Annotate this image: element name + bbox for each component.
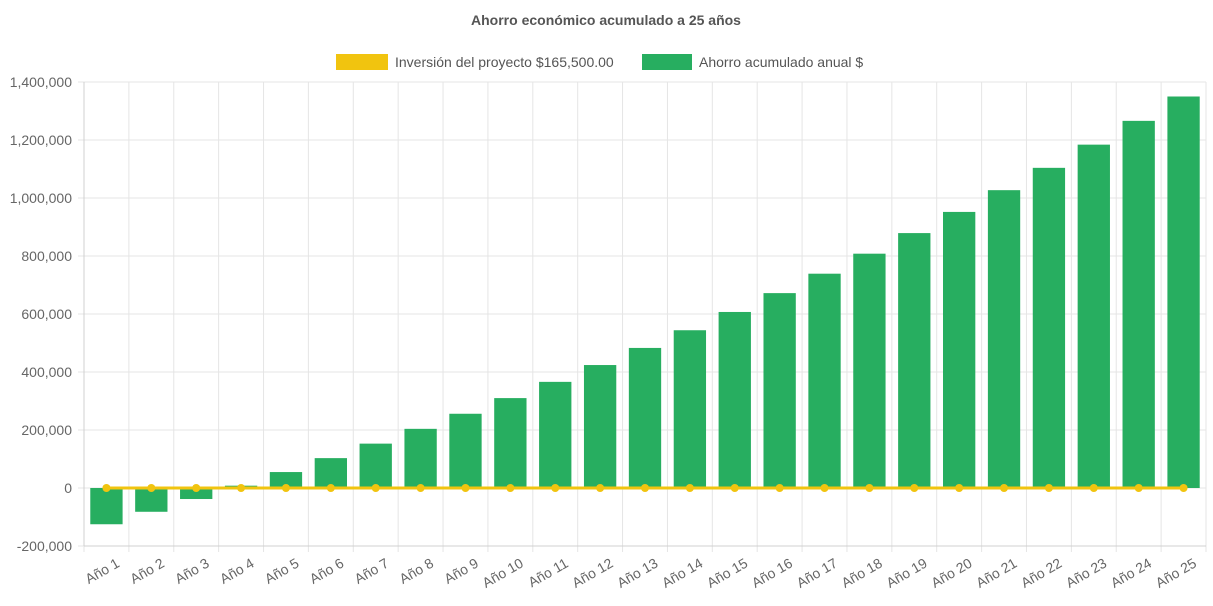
investment-point[interactable] [1134,484,1143,492]
investment-point[interactable] [641,484,649,492]
bar[interactable] [853,253,886,488]
x-tick-label: Año 16 [749,555,796,591]
y-tick-label: 0 [64,480,72,496]
bar[interactable] [269,472,303,488]
x-tick-label: Año 20 [928,555,975,591]
x-tick-label: Año 15 [704,555,751,591]
x-tick-label: Año 25 [1153,555,1200,591]
legend-swatch-investment [336,54,388,70]
y-tick-label: 600,000 [21,306,72,322]
investment-point[interactable] [102,484,111,492]
bar[interactable] [494,398,527,488]
x-tick-label: Año 4 [217,555,257,587]
investment-point[interactable] [147,484,156,492]
y-tick-label: 400,000 [21,364,72,380]
legend: Inversión del proyecto $165,500.00 Ahorr… [336,54,863,70]
investment-point[interactable] [730,484,739,492]
investment-point[interactable] [237,484,246,492]
investment-point[interactable] [281,484,290,492]
bar-series [90,96,1200,525]
bar[interactable] [135,488,168,512]
x-tick-label: Año 22 [1018,555,1065,591]
legend-label-savings: Ahorro acumulado anual $ [699,54,863,70]
investment-point[interactable] [820,484,829,492]
investment-point[interactable] [685,484,694,492]
investment-point[interactable] [1044,484,1053,492]
x-tick-label: Año 12 [569,555,616,591]
x-axis-ticks: Año 1 Año 2 Año 3 Año 4 Año 5 Año 6 Año 7 Año 8… [82,555,1199,591]
legend-swatch-savings [642,54,692,70]
x-tick-label: Año 11 [525,555,571,591]
bar[interactable] [943,211,976,489]
y-tick-label: 1,400,000 [10,74,72,90]
bar[interactable] [718,311,751,488]
investment-point[interactable] [551,484,560,492]
investment-point[interactable] [416,484,425,492]
x-tick-label: Año 3 [172,555,212,587]
x-tick-label: Año 14 [659,555,706,591]
bar[interactable] [1032,167,1066,488]
bar[interactable] [1122,120,1155,489]
x-tick-label: Año 2 [127,555,167,587]
bar[interactable] [628,347,662,488]
bar[interactable] [90,488,123,525]
bar[interactable] [449,413,482,488]
bar[interactable] [898,233,931,488]
bar[interactable] [180,488,213,500]
line-series [102,484,1188,492]
bar[interactable] [583,365,617,488]
x-tick-label: Año 21 [973,555,1020,591]
investment-point[interactable] [1000,484,1009,492]
grid [78,81,1207,552]
investment-point[interactable] [775,484,784,492]
investment-point[interactable] [1179,484,1188,492]
x-tick-label: Año 10 [479,555,526,591]
y-tick-label: 1,200,000 [10,132,72,148]
bar[interactable] [763,293,796,488]
bar[interactable] [404,428,437,488]
y-axis-ticks: 1,400,000 1,200,000 1,000,000 800,000 600,00… [10,74,73,554]
bar[interactable] [1077,144,1110,488]
x-tick-label: Año 6 [307,555,347,587]
bar[interactable] [1167,96,1200,489]
investment-point[interactable] [371,484,380,492]
x-tick-label: Año 23 [1063,555,1110,591]
legend-label-investment: Inversión del proyecto $165,500.00 [395,54,614,70]
investment-point[interactable] [461,484,470,492]
bar[interactable] [359,443,392,488]
x-tick-label: Año 13 [614,555,661,591]
bar[interactable] [673,330,707,488]
legend-item-investment[interactable]: Inversión del proyecto $165,500.00 [336,54,614,70]
investment-point[interactable] [865,484,874,492]
bar[interactable] [314,458,347,488]
investment-point[interactable] [326,484,335,492]
y-tick-label: 800,000 [21,248,72,264]
investment-point[interactable] [910,484,919,492]
investment-point[interactable] [192,484,201,492]
legend-item-savings[interactable]: Ahorro acumulado anual $ [642,54,863,70]
x-tick-label: Año 5 [262,555,302,587]
investment-point[interactable] [955,484,964,492]
investment-point[interactable] [506,484,515,492]
x-tick-label: Año 8 [396,555,436,587]
bar[interactable] [539,381,572,488]
x-tick-label: Año 18 [838,555,885,591]
y-tick-label: 200,000 [21,422,72,438]
y-tick-label: 1,000,000 [10,190,72,206]
y-tick-label: -200,000 [17,538,72,554]
x-tick-label: Año 17 [794,555,841,591]
x-tick-label: Año 1 [82,555,122,587]
chart-title: Ahorro económico acumulado a 25 años [471,12,741,28]
x-tick-label: Año 9 [441,555,481,587]
bar[interactable] [808,273,841,488]
x-tick-label: Año 24 [1108,555,1155,591]
x-tick-label: Año 19 [883,555,930,591]
investment-point[interactable] [1089,484,1098,492]
x-tick-label: Año 7 [352,555,392,587]
bar[interactable] [987,190,1021,489]
investment-point[interactable] [596,484,605,492]
